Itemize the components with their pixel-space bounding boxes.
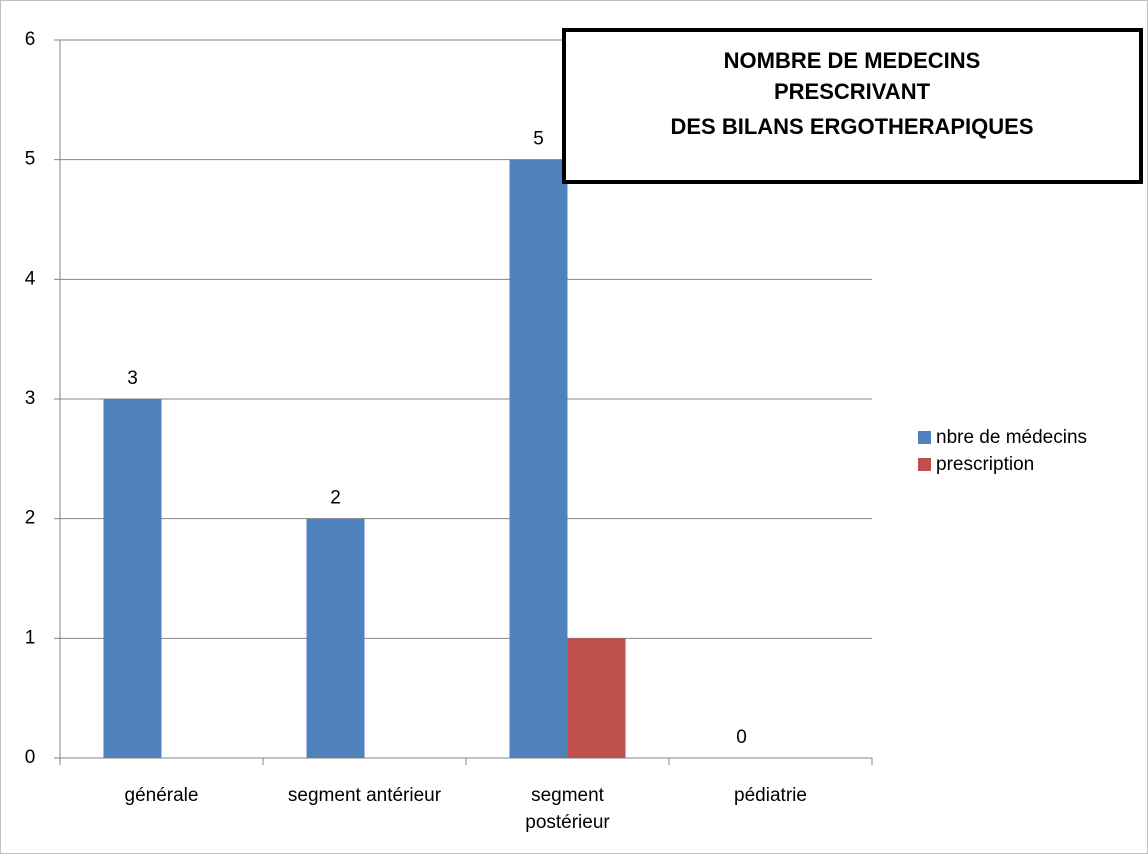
y-tick-label: 3 [25, 388, 36, 409]
y-tick-label: 6 [25, 29, 36, 50]
data-label: 3 [127, 368, 138, 389]
bar [567, 638, 626, 758]
chart-title: NOMBRE DE MEDECINS [724, 48, 981, 73]
legend-label: prescription [936, 454, 1034, 475]
data-label: 5 [533, 129, 544, 150]
legend-swatch [918, 431, 931, 444]
y-tick-label: 4 [25, 268, 36, 289]
chart-title: PRESCRIVANT [774, 79, 931, 104]
legend-label: nbre de médecins [936, 427, 1087, 448]
x-tick-label: postérieur [525, 812, 610, 833]
x-tick-label: pédiatrie [734, 785, 807, 806]
y-tick-label: 5 [25, 149, 36, 170]
bar [306, 518, 365, 758]
y-tick-label: 1 [25, 627, 36, 648]
y-tick-label: 2 [25, 508, 36, 529]
data-label: 0 [736, 727, 747, 748]
x-tick-label: segment [531, 785, 605, 806]
data-label: 2 [330, 488, 341, 509]
bar [103, 399, 162, 758]
y-tick-label: 0 [25, 747, 36, 768]
bar [509, 159, 568, 758]
title-box [562, 28, 1143, 184]
x-tick-label: segment antérieur [288, 785, 442, 806]
chart-title: DES BILANS ERGOTHERAPIQUES [670, 114, 1033, 139]
legend-swatch [918, 458, 931, 471]
x-tick-label: générale [125, 785, 199, 806]
